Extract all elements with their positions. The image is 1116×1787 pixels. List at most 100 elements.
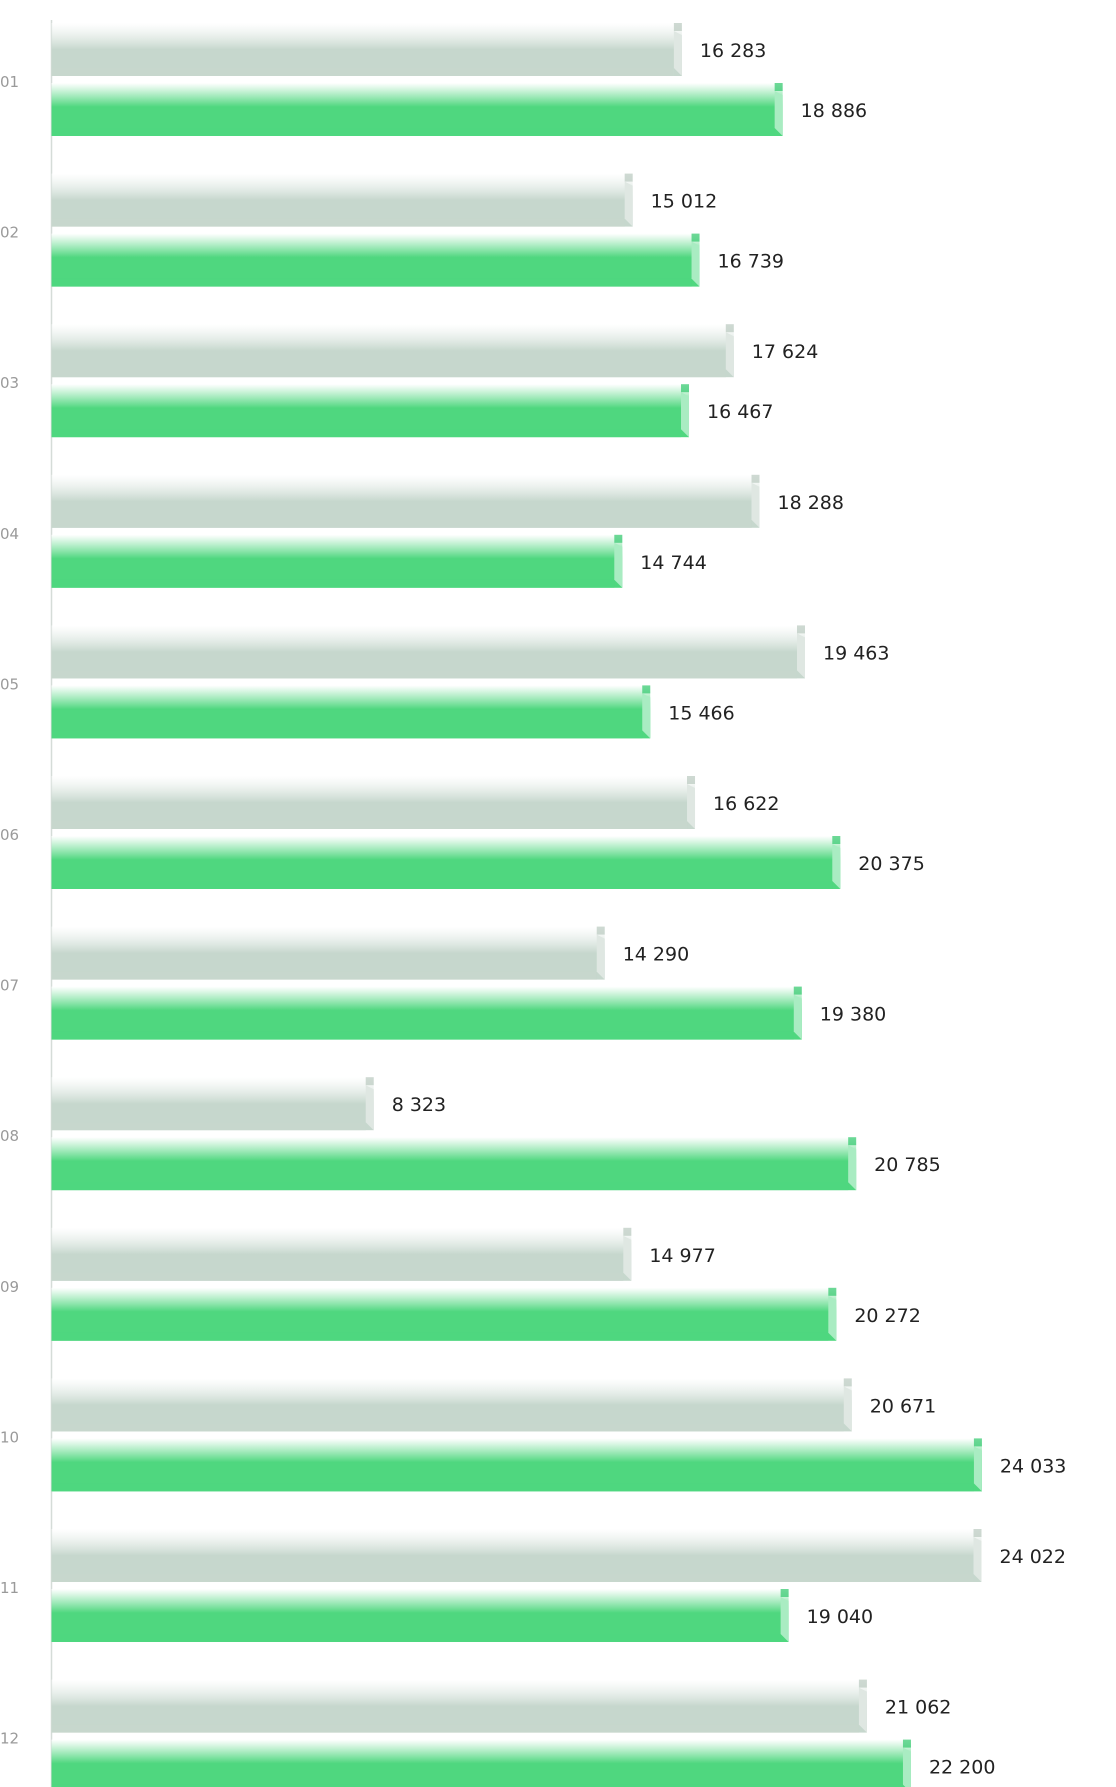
bar-bevel-top [774,83,783,91]
value-label: 16 283 [700,40,766,62]
bar-bevel-top [596,926,605,935]
category-label: 01 [0,73,19,91]
value-label: 16 739 [718,251,784,273]
bar [51,83,783,136]
bar-bevel-top [624,173,633,182]
value-label: 14 977 [649,1245,715,1267]
value-label: 8 323 [392,1094,446,1116]
value-label: 14 290 [623,944,689,966]
bar-edge [51,1182,849,1191]
bar [51,1287,837,1341]
bar [51,173,633,227]
bar-bevel [365,1085,374,1131]
bar [51,1438,982,1492]
bar-bevel-top [691,233,700,242]
bar-edge [51,429,682,438]
bar [51,625,805,679]
bar-bevel [902,1747,911,1787]
value-label: 18 886 [801,100,867,122]
bar-edge [51,670,797,679]
bar-edge [51,1272,624,1281]
bar-bevel [725,332,734,378]
bar [51,986,802,1040]
bar-bevel [623,1235,632,1281]
bar-edge [51,881,833,889]
bar-bevel-top [796,625,805,634]
bar-edge [51,1483,974,1492]
value-label: 24 033 [1000,1455,1066,1477]
value-label: 22 200 [929,1757,995,1779]
category-label: 06 [0,826,19,844]
value-label: 19 380 [820,1004,886,1026]
bar-edge [51,1423,844,1432]
category-label: 10 [0,1428,19,1446]
bar-edge [51,1634,781,1642]
bar-bevel-top [828,1287,837,1296]
bar-bevel-top [832,836,841,844]
bar-bevel [596,934,605,980]
bar-edge [51,579,615,588]
value-label: 20 375 [858,853,924,875]
bar-edge [51,1784,903,1787]
category-label: 07 [0,977,19,995]
bar-bevel-top [902,1739,911,1748]
bar [51,836,841,889]
value-label: 15 012 [651,191,717,213]
bar-bevel [793,994,802,1040]
category-label: 12 [0,1730,19,1748]
bar-bevel [848,1145,857,1191]
value-label: 20 785 [874,1154,940,1176]
bar-bevel-top [623,1227,632,1236]
bar-bevel-top [687,776,696,784]
bar-bevel [973,1446,982,1492]
bar-edge [51,1031,794,1040]
bar [51,1739,911,1787]
bar-edge [51,68,674,76]
value-label: 19 463 [823,642,889,664]
bar [51,474,760,528]
bar-bevel-top [848,1137,857,1146]
value-label: 14 744 [640,552,706,574]
bar-bevel-top [725,324,734,333]
bar-bevel-top [751,474,760,483]
bar [51,1589,789,1642]
bar-bevel [642,693,651,739]
bar-bevel [828,1295,837,1341]
bar-bevel-top [642,685,651,694]
bar-bevel [687,784,696,829]
value-label: 19 040 [807,1606,873,1628]
bar-bevel [780,1597,789,1642]
bar-bevel-top [793,986,802,995]
value-label: 15 466 [668,702,734,724]
category-label: 05 [0,675,19,693]
value-label: 20 272 [854,1305,920,1327]
bar-bevel [843,1386,852,1432]
bar-bevel [774,91,783,136]
bar [51,1679,867,1733]
category-label: 11 [0,1579,19,1597]
bar-edge [51,821,688,829]
value-label: 16 622 [713,793,779,815]
bar [51,1137,857,1191]
value-label: 16 467 [707,401,773,423]
bar [51,1227,632,1281]
bar-bevel [973,1537,982,1582]
bar-bevel [858,1687,867,1733]
value-label: 24 022 [999,1546,1065,1568]
category-label: 02 [0,224,19,242]
bar-bevel [832,844,841,889]
bar-bevel [691,241,700,287]
bar-edge [51,971,597,980]
bar-bevel-top [614,534,623,543]
bar-edge [51,218,625,227]
category-label: 08 [0,1127,19,1145]
bar-bevel-top [681,384,690,393]
category-label: 09 [0,1278,19,1296]
bar-edge [51,369,726,378]
category-label: 04 [0,525,19,543]
bar-bevel-top [973,1438,982,1447]
bar [51,384,690,438]
bar-edge [51,1574,974,1582]
bar-bevel-top [780,1589,789,1597]
bar-edge [51,1724,859,1733]
